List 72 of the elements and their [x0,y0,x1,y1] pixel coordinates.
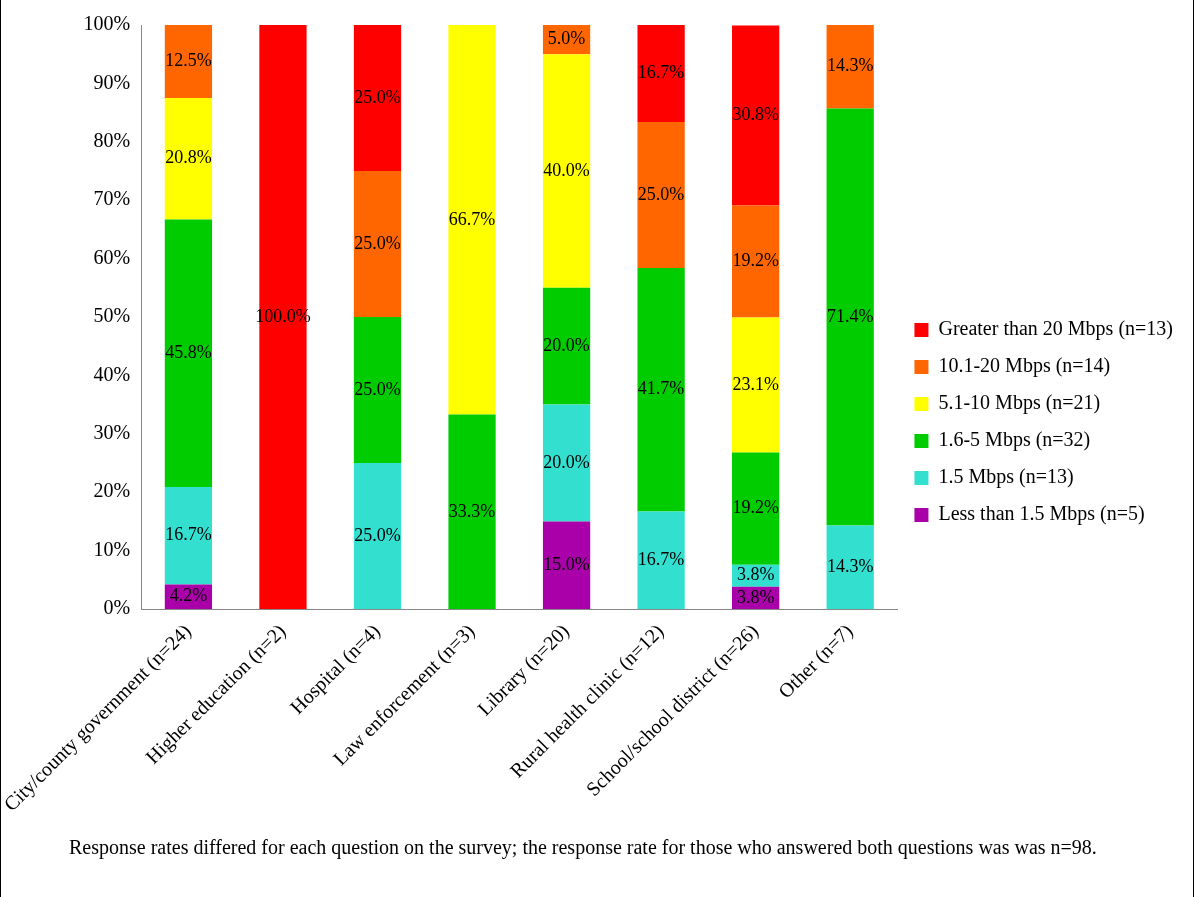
legend-label: 1.5 Mbps (n=13) [938,465,1074,489]
data-label: 14.3% [826,55,874,76]
data-label: 15.0% [543,553,590,574]
data-label: 23.1% [732,373,779,394]
y-tick-label: 30% [93,421,131,444]
data-label: 14.3% [826,556,874,576]
data-label: 3.8% [736,564,775,585]
legend-label: Less than 1.5 Mbps (n=5) [938,502,1145,526]
data-label: 16.7% [637,61,685,82]
data-label: 40.0% [543,159,590,180]
bar [732,25,780,206]
data-label: 33.3% [448,500,496,521]
legend-label: 10.1-20 Mbps (n=14) [938,354,1111,378]
data-label: 20.0% [543,451,590,472]
data-label: 41.7% [637,378,685,399]
y-tick-label: 100% [83,12,131,35]
data-label: 3.8% [736,586,775,607]
y-tick-label: 20% [93,479,131,502]
bar [164,25,213,98]
y-tick-label: 10% [93,537,131,560]
bar [542,521,591,610]
data-label: 45.8% [165,341,212,362]
bar [164,486,213,585]
legend-label: 1.6-5 Mbps (n=32) [938,428,1091,452]
bar [353,317,402,464]
y-tick-label: 90% [93,70,131,93]
data-label: 19.2% [732,250,779,271]
bar [164,98,213,220]
y-tick-label: 80% [93,129,131,152]
bar [826,25,874,109]
bar [732,205,780,318]
data-label: 25.0% [354,86,401,107]
data-label: 66.7% [448,208,496,229]
bar [542,287,591,405]
bar [542,54,591,288]
bar [637,121,685,268]
data-label: 25.0% [354,378,401,399]
bar [732,317,780,453]
bar [542,404,591,522]
bar [448,25,496,415]
data-label: 30.8% [732,104,779,125]
text: Response rates differed for each question on the survey; the response rate for those who answered both questions was was n=98. [69,835,1098,860]
y-tick-label: 60% [93,245,131,268]
data-label: 5.0% [547,28,586,49]
legend-label: 5.1-10 Mbps (n=21) [938,391,1101,415]
legend-label: Greater than 20 Mbps (n=13) [938,317,1174,341]
bar [637,511,685,610]
data-label: 16.7% [637,548,685,569]
bar [637,267,685,512]
bar [826,525,874,610]
y-tick-label: 0% [103,596,131,619]
data-label: 20.0% [543,334,590,355]
data-label: 25.0% [354,232,401,253]
bar [353,171,402,318]
bar [164,219,213,487]
y-tick-label: 40% [93,362,131,385]
data-label: 71.4% [826,305,874,326]
data-label: 25.0% [637,183,685,204]
bar [353,463,402,610]
bar [732,452,780,565]
data-label: 12.5% [165,50,212,71]
y-tick-label: 70% [93,187,131,210]
bar [637,25,685,122]
bar [353,25,402,172]
data-label: 20.8% [165,147,212,168]
data-label: 16.7% [165,524,212,545]
data-label: 4.2% [169,585,208,606]
bar [826,108,874,526]
y-tick-label: 50% [93,304,131,327]
bar [448,414,496,610]
data-label: 19.2% [732,497,779,518]
data-label: 25.0% [354,524,401,545]
